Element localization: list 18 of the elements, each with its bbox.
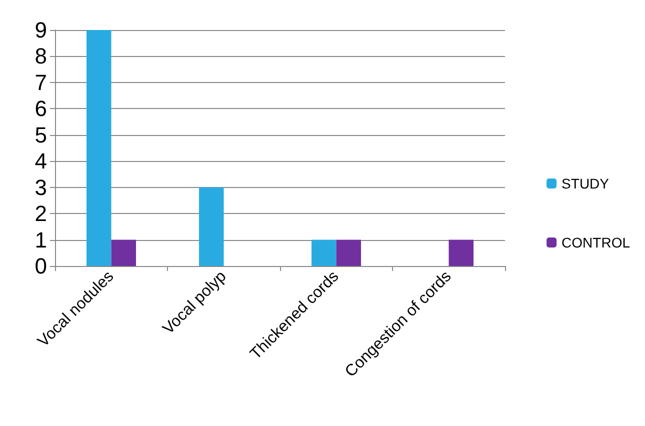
bar: [448, 240, 474, 266]
bar: [199, 187, 224, 266]
y-tick-label: 7: [34, 70, 47, 95]
y-tick-label: 0: [34, 254, 47, 278]
y-tick-label: 2: [34, 201, 47, 226]
y-tick-label: 8: [34, 44, 47, 69]
bar: [336, 240, 361, 266]
y-tick-label: 6: [34, 96, 47, 122]
y-tick-label: 9: [34, 18, 47, 42]
bar: [111, 240, 136, 266]
bar: [312, 240, 336, 266]
y-tick-label: 4: [34, 148, 47, 174]
legend-label: STUDY: [562, 176, 610, 192]
bar: [86, 30, 112, 266]
y-tick-label: 3: [34, 174, 47, 200]
y-tick-label: 5: [34, 122, 47, 148]
legend-label: CONTROL: [562, 234, 630, 250]
y-tick-label: 1: [34, 227, 47, 252]
